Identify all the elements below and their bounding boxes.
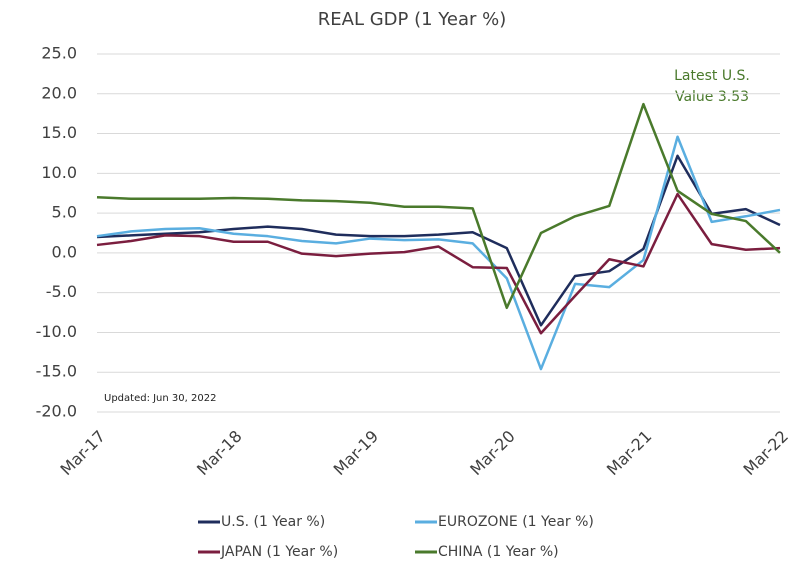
chart-title: REAL GDP (1 Year %): [318, 9, 506, 30]
y-tick-label: 5.0: [52, 203, 77, 222]
legend-label: U.S. (1 Year %): [221, 514, 325, 530]
y-tick-label: -20.0: [36, 402, 77, 421]
legend-label: EUROZONE (1 Year %): [438, 514, 594, 530]
annotation: Value 3.53: [675, 89, 749, 105]
annotation: Latest U.S.: [674, 68, 750, 84]
x-tick-label: Mar-19: [330, 427, 383, 480]
x-tick-label: Mar-22: [739, 427, 792, 480]
series-line: [96, 192, 781, 335]
x-tick-label: Mar-20: [466, 427, 519, 480]
y-tick-label: 20.0: [41, 83, 77, 102]
legend-label: JAPAN (1 Year %): [220, 544, 338, 560]
note: Updated: Jun 30, 2022: [104, 393, 216, 404]
y-tick-label: -5.0: [46, 282, 77, 301]
x-tick-label: Mar-21: [603, 427, 656, 480]
y-tick-label: 15.0: [41, 123, 77, 142]
x-tick-label: Mar-18: [193, 427, 246, 480]
y-tick-label: 10.0: [41, 163, 77, 182]
y-tick-label: -15.0: [36, 362, 77, 381]
legend-label: CHINA (1 Year %): [438, 544, 559, 560]
y-tick-label: -10.0: [36, 322, 77, 341]
y-tick-label: 0.0: [52, 242, 77, 261]
series-line: [96, 102, 781, 310]
y-tick-label: 25.0: [41, 44, 77, 63]
x-tick-label: Mar-17: [56, 427, 109, 480]
series-line: [96, 135, 781, 371]
